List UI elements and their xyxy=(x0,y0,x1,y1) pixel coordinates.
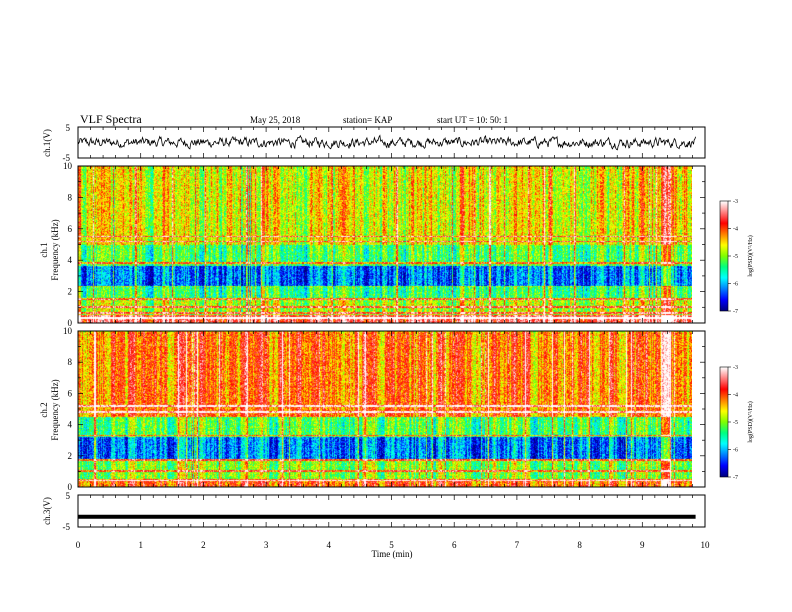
ch1-spectrogram-panel: 0 2 4 6 8 10 ch.1 Frequency (kHz) xyxy=(39,161,706,328)
ch2-spectrogram-ticks xyxy=(77,331,706,487)
ch1-spectrogram-ylabel-channel: ch.1 xyxy=(39,242,49,257)
x-tick-label: 10 xyxy=(701,540,711,550)
ch1-spectrogram-yticklabels: 0 2 4 6 8 10 xyxy=(63,161,705,328)
x-tick-label: 6 xyxy=(452,540,457,550)
freq-tick-label: 6 xyxy=(68,224,73,234)
ch1-spectrogram-ylabel: Frequency (kHz) xyxy=(50,219,60,280)
ch1-colorbar-label: log(PSD)(V²/Hz) xyxy=(747,235,754,276)
x-tick-label: 2 xyxy=(201,540,206,550)
colorbar-tick-label: -4 xyxy=(733,227,738,233)
ch1-colorbar: -3 -4 -5 -6 -7 log(PSD)(V²/Hz) xyxy=(719,199,754,315)
ch1-spectrogram-image xyxy=(78,166,692,323)
freq-tick-label: 8 xyxy=(68,192,73,202)
ch2-colorbar-gradient xyxy=(720,367,728,477)
ch2-spectrogram-yticklabels: 0 2 4 6 8 10 xyxy=(63,326,705,492)
freq-tick-label: 10 xyxy=(63,326,73,336)
ch3-ytick-bottom: -5 xyxy=(63,522,71,532)
colorbar-tick-label: -6 xyxy=(733,282,738,288)
freq-tick-label: 4 xyxy=(68,255,73,265)
ch2-colorbar-ticks: -3 -4 -5 -6 -7 xyxy=(728,365,738,481)
ch1-ytick-bottom: -5 xyxy=(63,153,71,163)
x-tick-label: 1 xyxy=(138,540,143,550)
figure-title: VLF Spectra xyxy=(80,112,142,126)
ch1-waveform-ylabel: ch.1(V) xyxy=(42,129,52,157)
x-tick-label: 9 xyxy=(640,540,645,550)
colorbar-tick-label: -4 xyxy=(733,393,738,399)
ch1-waveform-trace xyxy=(77,134,696,151)
colorbar-tick-label: -3 xyxy=(733,365,738,371)
ch2-spectrogram-image xyxy=(78,331,692,487)
x-tick-label: 0 xyxy=(76,540,81,550)
colorbar-tick-label: -5 xyxy=(733,254,738,260)
ch1-colorbar-gradient xyxy=(720,201,728,311)
freq-tick-label: 6 xyxy=(68,388,73,398)
freq-tick-label: 2 xyxy=(68,287,73,297)
x-axis-label: Time (min) xyxy=(372,549,413,559)
ch1-waveform-line xyxy=(77,134,696,151)
ch1-colorbar-ticks: -3 -4 -5 -6 -7 xyxy=(728,199,738,315)
ch2-spectrogram-panel: 0 2 4 6 8 10 ch.2 Frequency (kHz) xyxy=(39,326,706,492)
colorbar-tick-label: -5 xyxy=(733,420,738,426)
ch3-waveform-ticks xyxy=(77,495,706,527)
ch2-colorbar: -3 -4 -5 -6 -7 log(PSD)(V²/Hz) xyxy=(719,365,754,481)
ch2-colorbar-label: log(PSD)(V²/Hz) xyxy=(747,401,754,442)
freq-tick-label: 0 xyxy=(68,482,73,492)
colorbar-tick-label: -7 xyxy=(733,309,738,315)
x-tick-label: 8 xyxy=(577,540,582,550)
ch1-spectrogram-ticks xyxy=(77,166,706,323)
colorbar-tick-label: -7 xyxy=(733,475,738,481)
freq-tick-label: 8 xyxy=(68,357,73,367)
colorbar-tick-label: -6 xyxy=(733,448,738,454)
ch1-waveform-ticks xyxy=(77,127,706,158)
colorbar-tick-label: -3 xyxy=(733,199,738,205)
freq-tick-label: 2 xyxy=(68,451,73,461)
date-label: May 25, 2018 xyxy=(250,115,301,125)
x-tick-label: 3 xyxy=(264,540,269,550)
x-tick-label: 5 xyxy=(389,540,394,550)
ch1-ytick-top: 5 xyxy=(66,123,71,133)
x-tick-label: 7 xyxy=(515,540,520,550)
ch3-ytick-top: 5 xyxy=(66,491,71,501)
freq-tick-label: 0 xyxy=(68,318,73,328)
ch3-waveform-ylabel: ch.3(V) xyxy=(42,497,52,525)
start-time-label: start UT = 10: 50: 1 xyxy=(437,115,508,125)
ch2-spectrogram-ylabel: Frequency (kHz) xyxy=(50,379,60,440)
x-axis-ticklabels: 0 1 2 3 4 5 6 7 8 9 10 xyxy=(76,540,710,550)
x-tick-label: 4 xyxy=(327,540,332,550)
freq-tick-label: 10 xyxy=(63,161,73,171)
freq-tick-label: 4 xyxy=(68,420,73,430)
ch1-waveform-panel: 5 -5 ch.1(V) xyxy=(42,123,706,163)
ch2-spectrogram-ylabel-channel: ch.2 xyxy=(39,402,49,417)
station-label: station= KAP xyxy=(343,115,392,125)
ch3-waveform-panel: 5 -5 ch.3(V) xyxy=(42,491,706,532)
